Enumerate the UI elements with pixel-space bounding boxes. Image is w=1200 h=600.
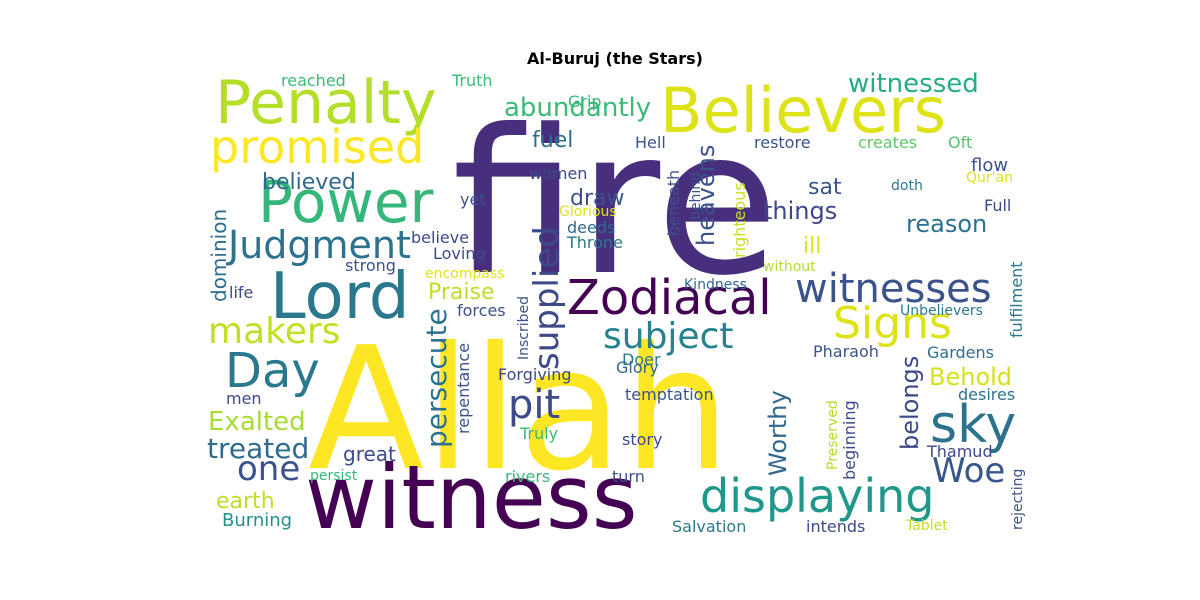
word-sky: sky — [930, 395, 1016, 455]
word-turn: turn — [612, 467, 645, 486]
word-life: life — [229, 283, 253, 302]
word-throne: Throne — [566, 233, 623, 252]
word-burning: Burning — [222, 510, 292, 531]
word-believe: believe — [411, 228, 469, 247]
word-treated: treated — [207, 432, 309, 465]
word-righteous: righteous — [730, 182, 749, 258]
word-heavens: heavens — [692, 145, 720, 246]
word-witnesses: witnesses — [795, 266, 992, 312]
word-beneath: beneath — [664, 170, 683, 236]
word-gardens: Gardens — [927, 343, 994, 362]
word-unbelievers: Unbelievers — [900, 303, 983, 319]
word-forces: forces — [457, 301, 506, 320]
word-truly: Truly — [519, 424, 558, 443]
word-exalted: Exalted — [208, 407, 306, 437]
word-belongs: belongs — [896, 356, 924, 450]
word-worthy: Worthy — [764, 390, 792, 476]
word-doer: Doer — [622, 350, 661, 369]
word-without: without — [763, 259, 816, 275]
chart-title: Al-Buruj (the Stars) — [527, 49, 703, 68]
word-fuel: fuel — [532, 128, 573, 153]
word-draw: draw — [570, 186, 624, 211]
word-grip: Grip — [568, 92, 602, 111]
word-makers: makers — [208, 311, 340, 352]
word-great: great — [343, 442, 396, 466]
word-earth: earth — [216, 489, 275, 514]
word-thamud: Thamud — [926, 442, 993, 461]
word-power: Power — [258, 168, 434, 236]
word-behold: Behold — [929, 363, 1012, 391]
word-believed: believed — [262, 170, 356, 195]
word-displaying: displaying — [700, 469, 934, 523]
word-encompass: encompass — [425, 266, 504, 282]
word-deeds: deeds — [567, 218, 615, 237]
word-intends: intends — [806, 517, 865, 536]
word-one: one — [237, 449, 300, 489]
word-glorious: Glorious — [559, 204, 617, 220]
word-subject: subject — [603, 316, 733, 357]
word-things: things — [763, 197, 837, 225]
word-tablet: Tablet — [905, 518, 948, 534]
word-strong: strong — [345, 256, 396, 275]
word-witnessed: witnessed — [848, 69, 979, 99]
word-beginning: beginning — [840, 400, 859, 480]
word-ill: ill — [803, 234, 821, 259]
word-persecute: persecute — [420, 308, 453, 448]
word-believers: Believers — [660, 74, 946, 147]
word-zodiacal: Zodiacal — [567, 270, 772, 326]
word-rivers: rivers — [505, 467, 550, 486]
word-creates: creates — [858, 133, 917, 152]
word-reached: reached — [281, 71, 346, 90]
word-women: women — [529, 164, 587, 183]
word-story: story — [622, 430, 662, 449]
word-day: Day — [225, 343, 320, 399]
word-pharaoh: Pharaoh — [813, 342, 879, 361]
word-men: men — [226, 389, 262, 408]
word-fulfilment: fulfilment — [1007, 261, 1026, 338]
word-qur-an: Qur'an — [966, 170, 1013, 186]
word-praise: Praise — [428, 280, 495, 305]
word-allah: Allah — [308, 311, 731, 509]
word-lord: Lord — [270, 260, 410, 334]
word-loving: Loving — [433, 244, 486, 263]
word-supplied: supplied — [527, 226, 567, 370]
word-doth: doth — [891, 178, 923, 194]
word-judgment: Judgment — [226, 223, 411, 267]
word-woe: Woe — [932, 451, 1005, 491]
word-restore: restore — [754, 133, 811, 152]
word-abundantly: abundantly — [504, 93, 651, 123]
word-full: Full — [984, 196, 1011, 215]
word-yet: yet — [460, 190, 486, 209]
word-persist: persist — [310, 468, 358, 484]
word-rejecting: rejecting — [1010, 469, 1026, 530]
word-hell: Hell — [635, 133, 666, 152]
word-preserved: Preserved — [825, 400, 841, 470]
word-forgiving: Forgiving — [498, 365, 572, 384]
word-truth: Truth — [451, 71, 493, 90]
word-flow: flow — [971, 155, 1008, 176]
word-glory: Glory — [616, 358, 659, 377]
word-penalty: Penalty — [215, 68, 436, 138]
word-witness: witness — [305, 446, 638, 549]
word-reason: reason — [906, 210, 987, 238]
word-promised: promised — [210, 120, 424, 174]
word-sat: sat — [808, 175, 842, 200]
word-desires: desires — [958, 385, 1015, 404]
word-repentance: repentance — [454, 343, 473, 434]
word-dominion: dominion — [207, 209, 231, 302]
word-inscribed: Inscribed — [516, 296, 532, 360]
word-signs: Signs — [833, 298, 952, 349]
word-oft: Oft — [948, 133, 972, 152]
word-pit: pit — [508, 382, 560, 428]
word-fire: fire — [452, 87, 779, 320]
word-behind: behind — [688, 172, 704, 220]
word-kindness: Kindness — [684, 277, 747, 293]
word-salvation: Salvation — [672, 517, 746, 536]
word-temptation: temptation — [625, 385, 714, 404]
